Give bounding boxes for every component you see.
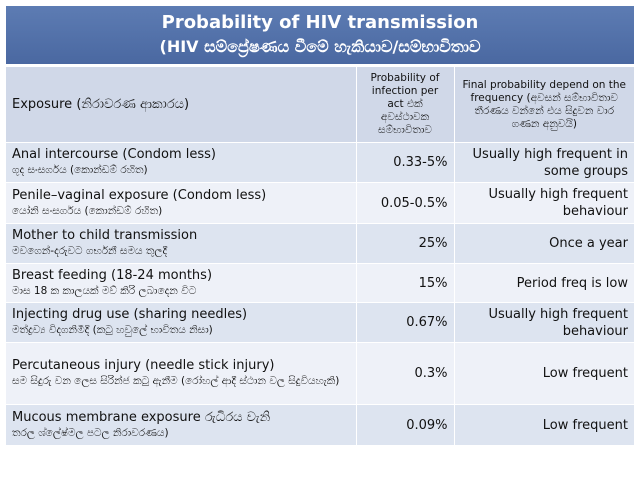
exposure-cell: Mucous membrane exposure රුධිරය වැනි තරල…: [6, 404, 356, 446]
exposure-cell: Mother to child transmission මවගෙන්-දරුව…: [6, 223, 356, 264]
probability-cell: 15%: [355, 263, 454, 303]
exposure-cell: Percutaneous injury (needle stick injury…: [6, 342, 356, 405]
exposure-english: Penile–vaginal exposure (Condom less): [12, 187, 267, 203]
title-sinhala: (HIV සම්ප්‍රේෂණය වීමේ හැකියාව/සම්භාවිතාව: [159, 37, 481, 56]
exposure-english: Percutaneous injury (needle stick injury…: [12, 358, 275, 373]
exposure-cell: Breast feeding (18-24 months) මාස 18 ක ක…: [6, 263, 356, 303]
exposure-sinhala: තරල ශ්ලේෂ්මල පටල නිරාවරණය): [12, 426, 169, 439]
transmission-table: Exposure (නිරාවරණ ආකාරය) Probability of …: [6, 66, 634, 446]
probability-cell: 0.3%: [355, 342, 454, 405]
table-row: Penile–vaginal exposure (Condom less) යෝ…: [6, 182, 634, 224]
probability-cell: 25%: [355, 223, 454, 264]
header-final-probability: Final probability depend on the frequenc…: [453, 66, 634, 143]
probability-cell: 0.05-0.5%: [355, 182, 454, 224]
final-probability-cell: Low frequent: [453, 342, 634, 405]
header-exposure: Exposure (නිරාවරණ ආකාරය): [6, 66, 356, 143]
exposure-sinhala: යෝනි සංසර්ගය (කොන්ඩම් රහිත): [12, 204, 163, 217]
final-probability-cell: Low frequent: [453, 404, 634, 446]
exposure-english: Breast feeding (18-24 months): [12, 267, 213, 283]
table-row: Percutaneous injury (needle stick injury…: [6, 342, 634, 405]
exposure-english: Mucous membrane exposure රුධිරය වැනි: [12, 409, 271, 425]
final-probability-cell: Usually high frequent in some groups: [453, 142, 634, 183]
table-row: Mucous membrane exposure රුධිරය වැනි තරල…: [6, 404, 634, 446]
title-banner: Probability of HIV transmission (HIV සම්…: [6, 6, 634, 64]
final-probability-cell: Usually high frequent behaviour: [453, 302, 634, 343]
exposure-sinhala: ගුද සංසර්ගය (කොන්ඩම් රහිත): [12, 164, 148, 176]
title-english: Probability of HIV transmission: [161, 12, 479, 33]
probability-cell: 0.67%: [355, 302, 454, 343]
exposure-sinhala: මවගෙන්-දරුවට ගර්භනී සමය තුලදී: [12, 245, 168, 257]
header-probability-si: එක් අවස්ථාවක සම්භාවිතාව: [378, 98, 432, 136]
exposure-sinhala: මාස 18 ක කාලයක් මව් කිරි ලබාදෙන විට: [12, 284, 197, 297]
header-final-en: Final probability depend on the frequenc…: [462, 78, 626, 104]
final-probability-cell: Once a year: [453, 223, 634, 264]
header-final-si: (අවසන් සම්භාවිතාව තීරණය වන්නේ එය සිදුවන …: [474, 91, 618, 130]
exposure-english: Mother to child transmission: [12, 228, 198, 243]
probability-cell: 0.33-5%: [355, 142, 454, 183]
final-probability-cell: Usually high frequent behaviour: [453, 182, 634, 224]
final-probability-cell: Period freq is low: [453, 263, 634, 303]
exposure-sinhala: මත්ද්‍රව්‍ය විදගනිමීදි (කටු හවුලේ භාවිතය…: [12, 324, 213, 336]
exposure-english: Anal intercourse (Condom less): [12, 147, 217, 162]
exposure-cell: Anal intercourse (Condom less) ගුද සංසර්…: [6, 142, 356, 183]
probability-cell: 0.09%: [355, 404, 454, 446]
table-row: Injecting drug use (sharing needles) මත්…: [6, 302, 634, 343]
exposure-cell: Injecting drug use (sharing needles) මත්…: [6, 302, 356, 343]
exposure-sinhala: සම සිදුරු වන ලෙස සිරින්ජ කටු ඇනීම (රෝහල්…: [12, 375, 340, 387]
header-probability: Probability of infection per act එක් අවස…: [355, 66, 454, 143]
table-header-row: Exposure (නිරාවරණ ආකාරය) Probability of …: [6, 66, 634, 143]
table-row: Anal intercourse (Condom less) ගුද සංසර්…: [6, 142, 634, 183]
table-row: Mother to child transmission මවගෙන්-දරුව…: [6, 223, 634, 264]
table-row: Breast feeding (18-24 months) මාස 18 ක ක…: [6, 263, 634, 303]
exposure-cell: Penile–vaginal exposure (Condom less) යෝ…: [6, 182, 356, 224]
header-probability-en: Probability of infection per act: [370, 72, 440, 110]
exposure-english: Injecting drug use (sharing needles): [12, 307, 248, 322]
